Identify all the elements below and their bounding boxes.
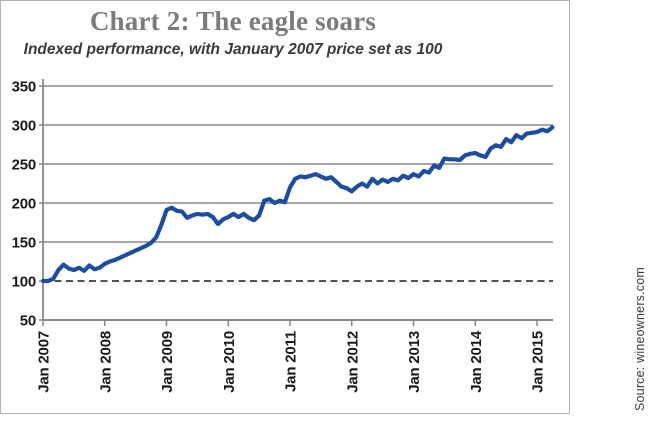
x-tick-label: Jan 2008 [97,331,114,393]
x-tick-label: Jan 2015 [530,331,547,393]
panel-border [0,0,570,414]
y-tick-label: 50 [20,313,36,330]
y-tick-label: 150 [12,235,36,252]
y-tick-label: 250 [12,157,36,174]
x-tick-label: Jan 2007 [36,331,53,393]
chart-subtitle: Indexed performance, with January 2007 p… [23,41,443,58]
x-tick-label: Jan 2012 [344,331,361,393]
x-tick-label: Jan 2010 [221,331,238,393]
series-line [40,125,555,284]
x-tick-label: Jan 2014 [468,330,485,393]
x-tick-label: Jan 2011 [283,331,300,392]
chart-title: Chart 2: The eagle soars [89,6,377,36]
x-tick-label: Jan 2013 [406,331,423,393]
source-caption: Source: wineowners.com [633,266,647,412]
x-tick-label: Jan 2009 [159,331,176,393]
y-tick-label: 200 [12,196,36,213]
y-tick-label: 100 [12,274,36,291]
y-tick-label: 350 [12,79,36,96]
y-tick-label: 300 [12,118,36,135]
